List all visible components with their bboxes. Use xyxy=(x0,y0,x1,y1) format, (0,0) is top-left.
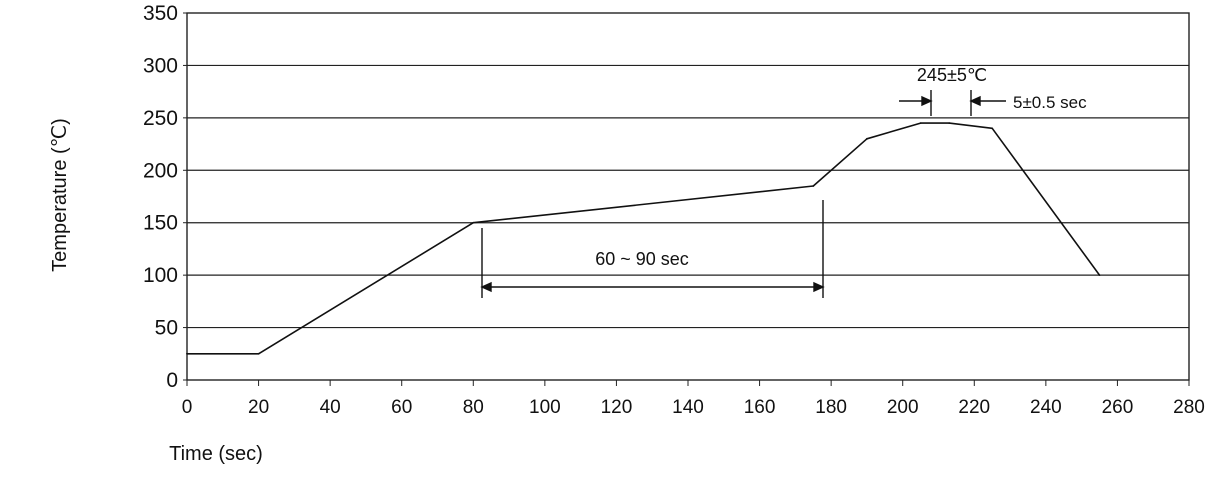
x-tick-label: 180 xyxy=(815,397,847,418)
x-tick-label: 160 xyxy=(744,397,776,418)
profile-point xyxy=(948,122,951,124)
profile-point xyxy=(186,352,188,355)
y-tick-label: 50 xyxy=(155,317,178,340)
profile-point xyxy=(472,221,475,224)
x-tick-label: 40 xyxy=(320,397,341,418)
peak-temp-label: 245±5℃ xyxy=(917,65,987,85)
y-tick-label: 150 xyxy=(143,212,178,235)
x-tick-label: 60 xyxy=(391,397,412,418)
x-tick-label: 20 xyxy=(248,397,269,418)
y-tick-labels: 0 50 100 150 200 250 300 350 xyxy=(143,2,187,392)
x-tick-label: 80 xyxy=(463,397,484,418)
profile-point xyxy=(991,127,994,130)
x-tick-label: 0 xyxy=(182,397,193,418)
soak-time-bracket xyxy=(480,200,825,298)
profile-line xyxy=(187,122,1101,355)
x-axis-title: Time (sec) xyxy=(169,443,263,465)
profile-point xyxy=(812,185,815,187)
y-axis-title: Temperature (℃) xyxy=(49,118,71,272)
x-tick-label: 200 xyxy=(887,397,919,418)
x-tick-label: 120 xyxy=(601,397,633,418)
soak-time-label: 60 ~ 90 sec xyxy=(595,249,689,269)
y-tick-label: 350 xyxy=(143,2,178,25)
y-tick-label: 100 xyxy=(143,264,178,287)
x-tick-labels: 0 20 40 60 80 100 120 140 160 180 200 220 240 260 280 xyxy=(182,380,1205,418)
peak-time-label: 5±0.5 sec xyxy=(1013,93,1087,112)
x-tick-label: 100 xyxy=(529,397,561,418)
x-tick-label: 140 xyxy=(672,397,704,418)
profile-point xyxy=(257,352,260,355)
profile-point xyxy=(919,122,922,124)
y-tick-label: 250 xyxy=(143,107,178,130)
y-tick-label: 300 xyxy=(143,54,178,77)
x-tick-label: 260 xyxy=(1102,397,1134,418)
x-tick-label: 220 xyxy=(958,397,990,418)
y-tick-label: 0 xyxy=(166,369,178,392)
series-layer xyxy=(186,122,1101,355)
x-tick-label: 280 xyxy=(1173,397,1205,418)
profile-point xyxy=(866,137,868,140)
y-tick-label: 200 xyxy=(143,159,178,182)
peak-time-bracket xyxy=(899,90,1006,116)
x-tick-label: 240 xyxy=(1030,397,1062,418)
profile-point xyxy=(1098,274,1101,277)
plot-frame xyxy=(186,12,1190,381)
gridlines xyxy=(187,64,1189,329)
